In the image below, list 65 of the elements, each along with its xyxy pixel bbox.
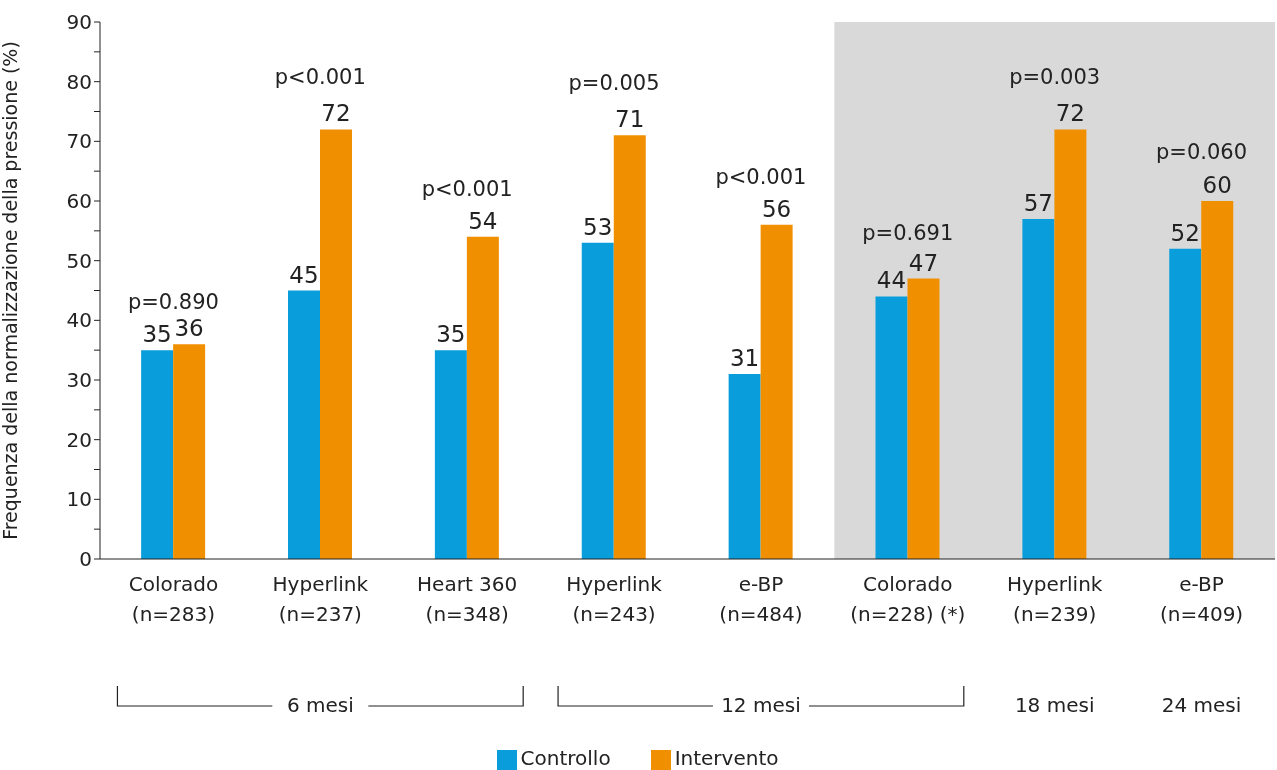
data-label: 36 bbox=[174, 315, 204, 342]
text: 24 mesi bbox=[1161, 692, 1242, 717]
bar bbox=[466, 236, 499, 559]
text: 6 mesi bbox=[286, 692, 354, 717]
bar bbox=[613, 135, 646, 559]
data-label: 35 bbox=[436, 321, 466, 348]
bar bbox=[141, 350, 174, 559]
bar bbox=[288, 290, 320, 559]
bar bbox=[173, 344, 206, 559]
x-tick-label: Colorado (n=228) (*) bbox=[850, 572, 966, 626]
data-label: 47 bbox=[908, 249, 939, 276]
bar bbox=[760, 224, 793, 559]
y-tick-label: 0 bbox=[79, 547, 92, 572]
x-tick-label: Hyperlink (n=243) bbox=[566, 572, 663, 626]
bar bbox=[1201, 201, 1234, 559]
data-label: 31 bbox=[729, 345, 760, 372]
legend-label: Intervento bbox=[674, 746, 779, 770]
y-tick-label: 70 bbox=[66, 129, 92, 154]
bar bbox=[1022, 218, 1055, 559]
bar bbox=[728, 374, 761, 559]
x-tick-label: Colorado (n=283) bbox=[128, 572, 219, 626]
annotation: p=0.060 bbox=[1156, 140, 1248, 164]
data-label: 56 bbox=[761, 195, 792, 222]
y-tick-label: 20 bbox=[66, 427, 92, 452]
y-axis-title: Frequenza della normalizzazione della pressione (%) bbox=[0, 41, 21, 540]
annotation: p=0.691 bbox=[862, 221, 954, 246]
legend-label: Controllo bbox=[520, 746, 611, 770]
annotation: p<0.001 bbox=[421, 177, 513, 202]
data-label: 72 bbox=[321, 100, 351, 127]
data-label: 72 bbox=[1055, 100, 1086, 127]
bar bbox=[434, 350, 467, 559]
x-tick-label: Hyperlink (n=239) bbox=[1006, 572, 1103, 626]
data-label: 52 bbox=[1170, 219, 1200, 246]
bar bbox=[581, 242, 614, 559]
data-label: 53 bbox=[583, 213, 613, 240]
bar bbox=[1169, 248, 1202, 559]
text: 12 mesi bbox=[721, 692, 801, 717]
x-tick-label: Heart 360 (n=348) bbox=[417, 572, 518, 626]
annotation: p<0.001 bbox=[274, 65, 366, 90]
data-label: 60 bbox=[1202, 172, 1232, 198]
x-tick-label: e-BP (n=409) bbox=[1159, 572, 1244, 626]
y-tick-label: 40 bbox=[66, 308, 92, 333]
bar bbox=[875, 296, 908, 559]
annotation: p<0.001 bbox=[715, 164, 807, 189]
data-label: 44 bbox=[876, 267, 907, 294]
annotation: p=0.890 bbox=[127, 289, 219, 314]
data-label: 57 bbox=[1023, 189, 1054, 216]
annotation: p=0.005 bbox=[568, 71, 660, 96]
bar bbox=[320, 129, 352, 559]
y-tick-label: 90 bbox=[66, 10, 92, 35]
y-tick-label: 10 bbox=[66, 487, 92, 512]
y-tick-label: 60 bbox=[66, 189, 92, 214]
x-tick-label: e-BP (n=484) bbox=[719, 572, 803, 626]
text: 18 mesi bbox=[1014, 692, 1095, 717]
bar bbox=[907, 278, 940, 559]
bar bbox=[1054, 129, 1087, 559]
data-label: 71 bbox=[615, 106, 645, 133]
data-label: 45 bbox=[289, 261, 319, 288]
y-tick-label: 30 bbox=[66, 368, 92, 393]
y-tick-label: 80 bbox=[66, 69, 92, 94]
data-label: 54 bbox=[468, 207, 498, 234]
annotation: p=0.003 bbox=[1009, 65, 1101, 90]
data-label: 35 bbox=[142, 321, 172, 348]
x-tick-label: Hyperlink (n=237) bbox=[272, 572, 369, 626]
y-tick-label: 50 bbox=[66, 248, 92, 273]
